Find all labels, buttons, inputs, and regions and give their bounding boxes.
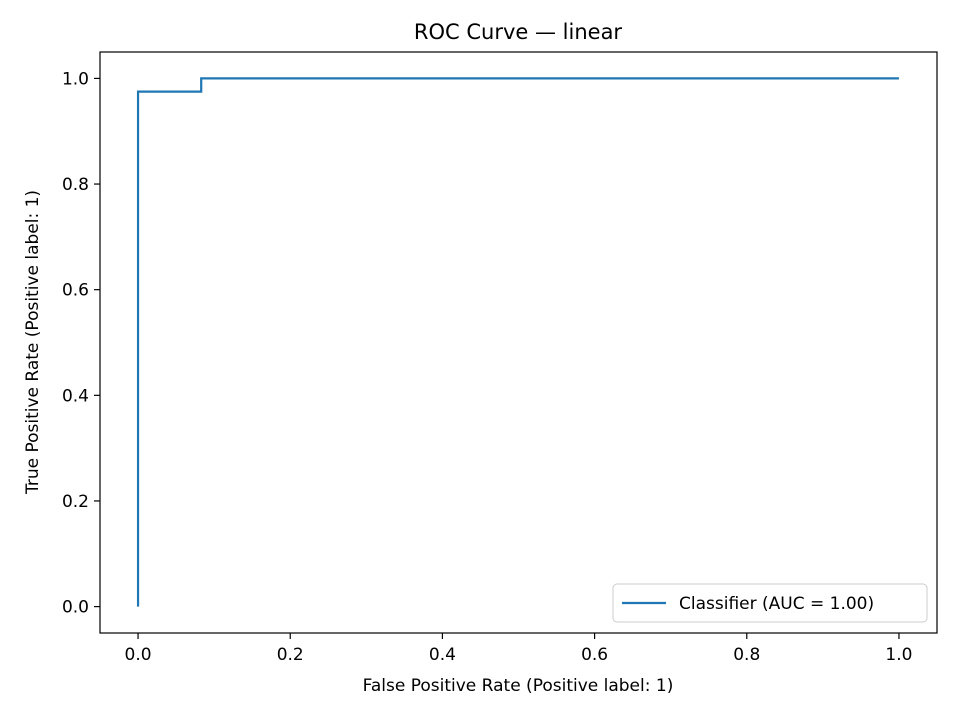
legend-frame (612, 583, 928, 623)
y-axis-ticks: 0.0 0.2 0.4 0.6 0.8 1.0 (62, 69, 100, 618)
axes-frame (99, 51, 938, 634)
legend: Classifier (AUC = 1.00) (612, 583, 928, 623)
series-layer (136, 77, 899, 607)
x-tick-label: 0.2 (277, 645, 304, 665)
y-tick-label: 0.8 (62, 175, 89, 195)
x-tick-label: 1.0 (885, 645, 912, 665)
y-tick-label: 0.0 (62, 598, 89, 618)
x-tick-label: 0.8 (733, 645, 760, 665)
x-axis-ticks: 0.0 0.2 0.4 0.6 0.8 1.0 (125, 633, 912, 665)
x-tick-label: 0.6 (581, 645, 608, 665)
y-tick-label: 0.6 (62, 281, 89, 301)
y-axis-label: True Positive Rate (Positive label: 1) (23, 190, 43, 495)
x-tick-label: 0.4 (429, 645, 456, 665)
x-tick-label: 0.0 (125, 645, 152, 665)
y-tick-label: 1.0 (62, 69, 89, 89)
roc-curve-line (136, 77, 899, 607)
legend-entry-label: Classifier (AUC = 1.00) (679, 594, 874, 614)
plot-area (99, 51, 938, 634)
x-axis-label: False Positive Rate (Positive label: 1) (363, 676, 674, 696)
y-tick-label: 0.4 (62, 386, 89, 406)
chart-title: ROC Curve — linear (414, 20, 623, 44)
y-tick-label: 0.2 (62, 492, 89, 512)
